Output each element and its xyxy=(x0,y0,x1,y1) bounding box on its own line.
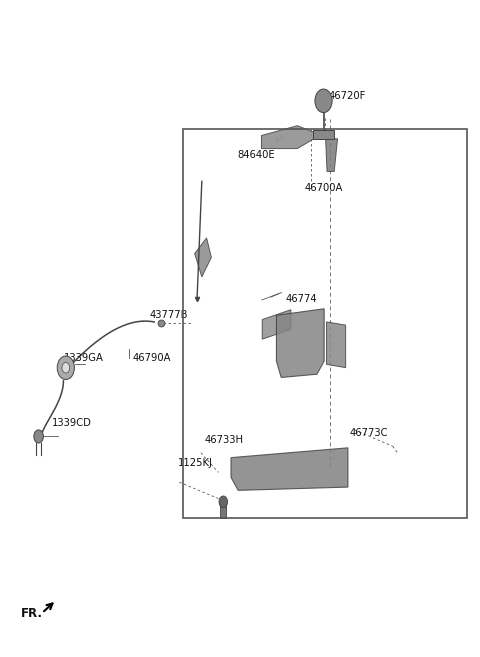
Text: 43777B: 43777B xyxy=(149,310,188,321)
Text: 46774: 46774 xyxy=(285,294,317,304)
Text: 46720F: 46720F xyxy=(328,91,366,101)
Bar xyxy=(183,129,467,518)
Text: 1125KJ: 1125KJ xyxy=(178,458,213,468)
Text: 1339CD: 1339CD xyxy=(51,419,91,428)
Text: 46790A: 46790A xyxy=(132,353,171,363)
Text: FR.: FR. xyxy=(21,606,42,620)
Circle shape xyxy=(315,89,332,112)
Polygon shape xyxy=(325,139,337,171)
Polygon shape xyxy=(276,309,324,378)
Polygon shape xyxy=(326,322,346,368)
Polygon shape xyxy=(262,309,291,339)
Circle shape xyxy=(34,430,43,443)
Text: 46773C: 46773C xyxy=(350,428,388,438)
Text: 46700A: 46700A xyxy=(304,183,343,193)
Text: 46733H: 46733H xyxy=(204,435,243,445)
Polygon shape xyxy=(195,238,211,277)
Polygon shape xyxy=(262,125,314,148)
Polygon shape xyxy=(231,448,348,490)
Text: 1339GA: 1339GA xyxy=(63,353,103,363)
Bar xyxy=(220,502,226,518)
Text: 84640E: 84640E xyxy=(238,150,275,160)
Bar xyxy=(313,129,334,139)
Circle shape xyxy=(219,496,228,508)
Circle shape xyxy=(57,356,74,380)
Circle shape xyxy=(62,363,70,373)
